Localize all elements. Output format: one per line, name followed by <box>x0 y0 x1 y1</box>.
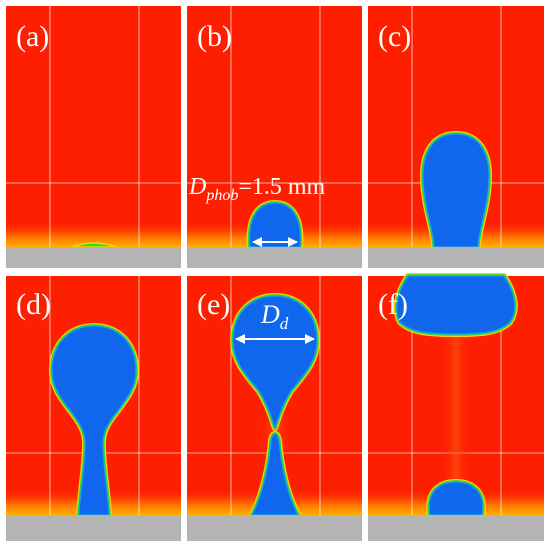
substrate <box>6 247 181 268</box>
droplet <box>422 133 490 248</box>
dphob-label: Dphob=1.5 mm <box>188 174 326 204</box>
detaching-droplet <box>232 295 318 430</box>
panel-c: (c) <box>368 6 544 268</box>
panel-label: (d) <box>16 288 51 321</box>
wake-trail <box>440 336 472 486</box>
panel-d: (d) <box>6 276 181 541</box>
substrate <box>6 515 181 541</box>
panel-label: (a) <box>16 20 49 53</box>
residual-column <box>251 433 299 516</box>
dphob-subscript: phob <box>205 187 238 204</box>
dphob-value: =1.5 mm <box>238 174 325 200</box>
dphob-symbol: D <box>188 174 206 200</box>
dd-symbol: D <box>260 300 280 329</box>
panel-label: (c) <box>378 20 411 53</box>
panel-f: (f) <box>368 273 544 541</box>
panel-label: (f) <box>378 288 408 321</box>
droplet <box>249 202 301 248</box>
substrate <box>187 515 362 541</box>
droplet <box>51 325 137 516</box>
dd-subscript: d <box>280 314 289 333</box>
residual-droplet <box>428 481 484 516</box>
panel-e: (e) Dd <box>187 276 362 541</box>
panel-b: (b) Dphob=1.5 mm <box>187 6 362 268</box>
substrate <box>368 515 544 541</box>
panel-label: (b) <box>197 20 232 53</box>
thin-film-droplet <box>71 242 117 248</box>
panel-label: (e) <box>197 288 230 321</box>
panel-a: (a) <box>6 6 181 268</box>
detached-droplet <box>396 275 516 335</box>
substrate <box>368 247 544 268</box>
substrate <box>187 247 362 268</box>
dd-label: Dd <box>260 300 289 333</box>
